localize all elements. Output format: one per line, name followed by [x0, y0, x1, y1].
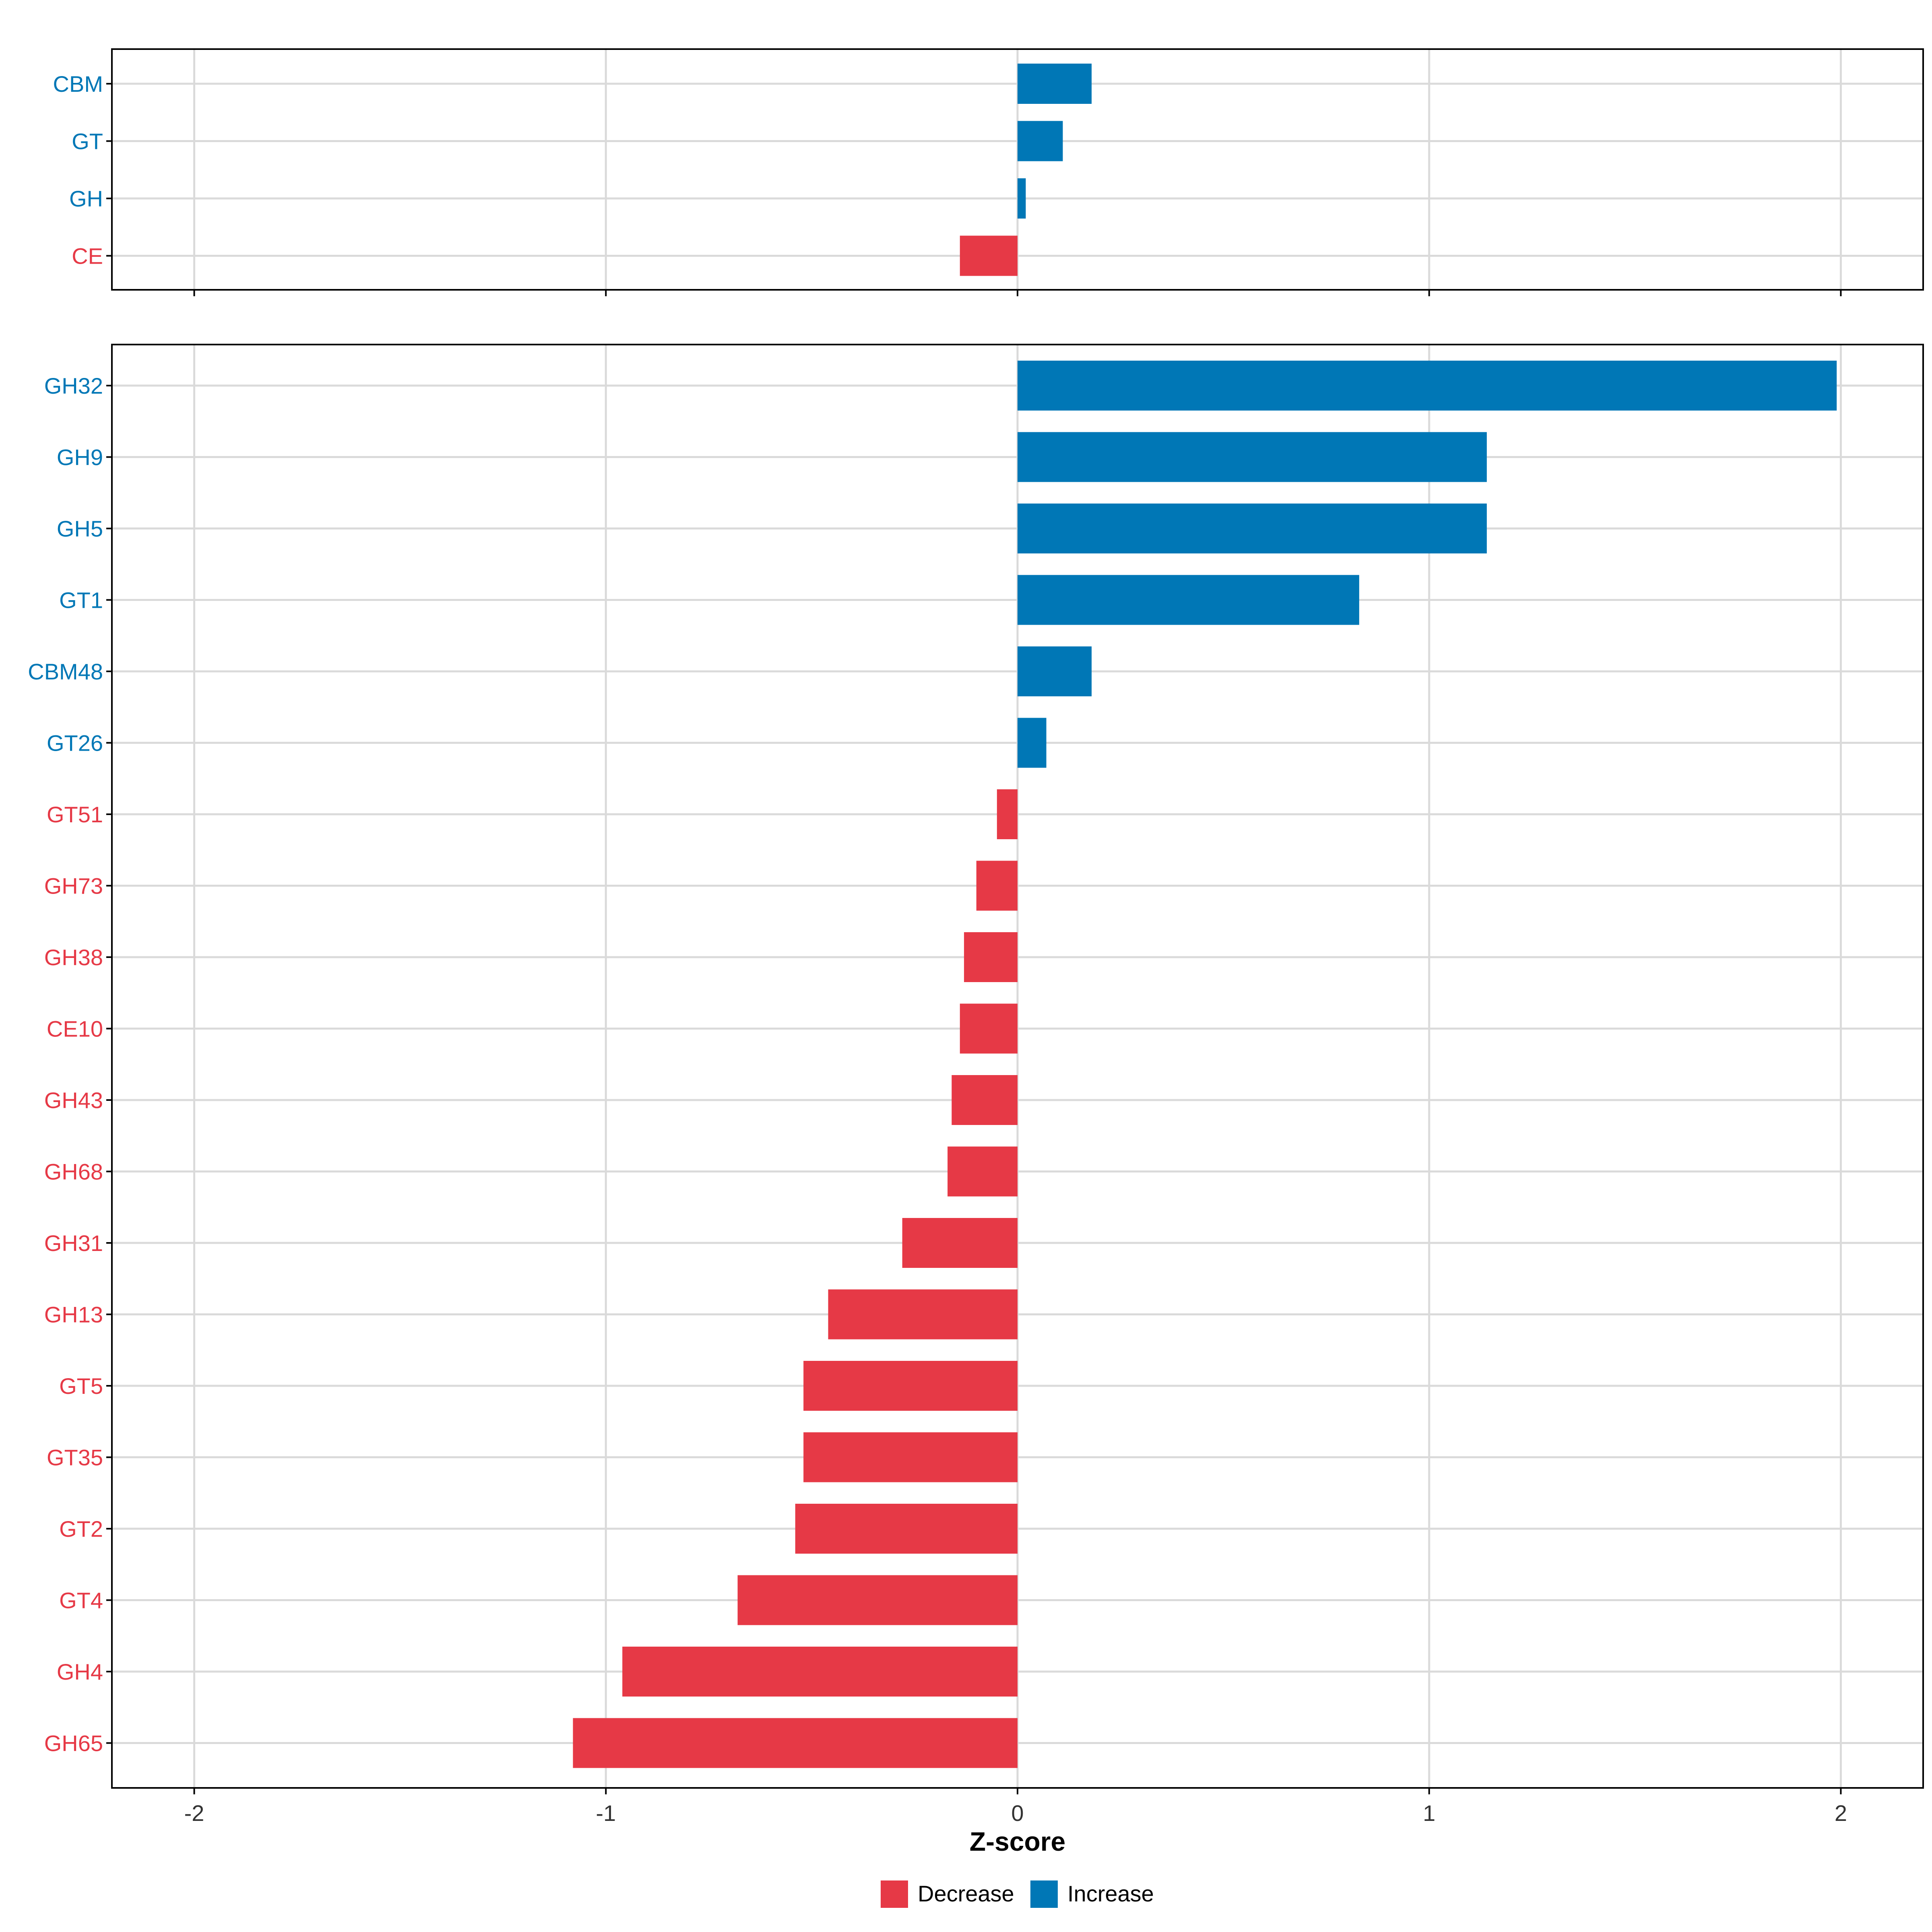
legend-swatch-increase — [1030, 1880, 1058, 1908]
category-label-gh43: GH43 — [44, 1088, 103, 1113]
category-label-gt4: GT4 — [59, 1588, 103, 1613]
category-label-gt5: GT5 — [59, 1373, 103, 1399]
bar-gh73 — [976, 861, 1018, 911]
bar-gt5 — [803, 1361, 1018, 1411]
category-label-ce10: CE10 — [47, 1016, 103, 1042]
x-tick-label: 1 — [1423, 1800, 1435, 1826]
category-label-gh: GH — [69, 186, 103, 211]
category-label-gh32: GH32 — [44, 373, 103, 398]
category-label-gh73: GH73 — [44, 873, 103, 899]
legend-swatch-decrease — [881, 1880, 908, 1908]
bar-gh — [1018, 178, 1026, 219]
category-label-gh4: GH4 — [57, 1659, 103, 1684]
bar-gh13 — [828, 1289, 1018, 1340]
x-tick-label: -2 — [184, 1800, 204, 1826]
bar-gt4 — [737, 1575, 1018, 1625]
x-axis-title: Z-score — [970, 1827, 1065, 1856]
bar-cbm — [1018, 64, 1092, 104]
category-label-gh38: GH38 — [44, 945, 103, 970]
bar-gt — [1018, 121, 1063, 161]
category-label-gh65: GH65 — [44, 1731, 103, 1756]
x-tick-label: -1 — [596, 1800, 616, 1826]
category-label-gh5: GH5 — [57, 516, 103, 541]
top-panel: CBM GT GH CE — [53, 48, 1924, 296]
category-label-gh9: GH9 — [57, 445, 103, 470]
bar-gt2 — [795, 1504, 1018, 1554]
bar-gt26 — [1018, 718, 1046, 768]
category-label-gt51: GT51 — [47, 802, 103, 827]
category-label-gt35: GT35 — [47, 1445, 103, 1470]
bar-gh68 — [947, 1146, 1018, 1197]
legend-label-increase: Increase — [1067, 1881, 1154, 1906]
category-label-gt: GT — [72, 129, 103, 154]
bar-gh5 — [1018, 504, 1487, 553]
category-label-gt1: GT1 — [59, 588, 103, 613]
bar-cbm48 — [1018, 646, 1092, 696]
category-label-gh31: GH31 — [44, 1230, 103, 1256]
bar-gh31 — [902, 1218, 1018, 1268]
bar-gh32 — [1018, 361, 1837, 411]
bar-gt35 — [803, 1432, 1018, 1482]
category-label-cbm48: CBM48 — [28, 659, 103, 684]
bar-gh4 — [622, 1647, 1018, 1697]
category-label-cbm: CBM — [53, 71, 103, 97]
bar-gh43 — [952, 1075, 1018, 1125]
category-label-gt2: GT2 — [59, 1516, 103, 1542]
category-label-gt26: GT26 — [47, 731, 103, 756]
bar-gh9 — [1018, 432, 1487, 482]
x-tick-label: 2 — [1835, 1800, 1847, 1826]
category-label-gh68: GH68 — [44, 1159, 103, 1185]
bottom-panel: GH32GH9GH5GT1CBM48GT26GT51GH73GH38CE10GH… — [28, 344, 1924, 1826]
bar-ce — [960, 235, 1018, 276]
legend-label-decrease: Decrease — [918, 1881, 1014, 1906]
bar-gt51 — [997, 789, 1018, 839]
category-label-gh13: GH13 — [44, 1302, 103, 1327]
bar-gt1 — [1018, 575, 1359, 625]
bar-gh38 — [964, 932, 1018, 982]
legend: Decrease Increase — [881, 1880, 1154, 1908]
category-label-ce: CE — [72, 244, 103, 269]
bar-ce10 — [960, 1003, 1018, 1054]
x-tick-label: 0 — [1011, 1800, 1024, 1826]
bar-gh65 — [573, 1718, 1018, 1768]
